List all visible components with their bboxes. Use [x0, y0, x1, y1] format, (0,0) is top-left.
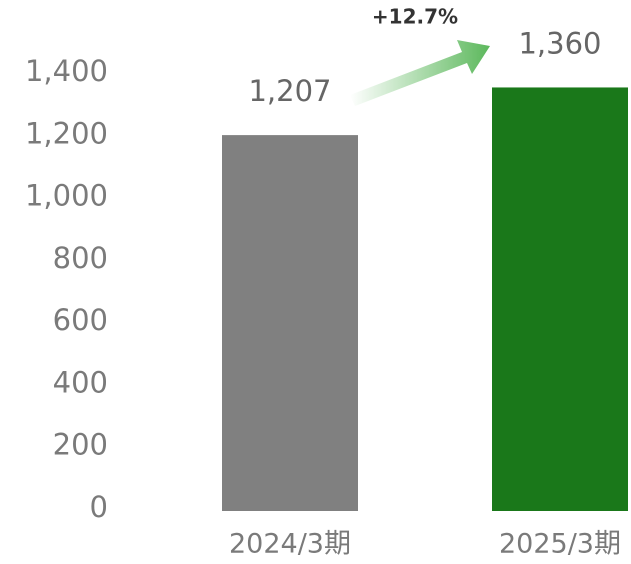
- y-tick-label: 1,200: [25, 116, 108, 150]
- bar: [492, 87, 628, 511]
- x-tick-label: 2025/3期: [499, 529, 621, 560]
- y-tick-label: 600: [53, 303, 108, 337]
- y-tick-label: 200: [53, 428, 108, 462]
- bar: [222, 135, 358, 511]
- value-label: 1,207: [248, 74, 331, 108]
- y-tick-label: 400: [53, 365, 108, 399]
- value-label: 1,360: [518, 26, 601, 60]
- growth-arrow: [350, 40, 490, 106]
- x-tick-label: 2024/3期: [229, 529, 351, 560]
- y-tick-label: 800: [53, 241, 108, 275]
- growth-annotation: +12.7%: [372, 5, 458, 29]
- y-tick-label: 0: [90, 490, 108, 524]
- y-tick-label: 1,400: [25, 54, 108, 88]
- y-tick-label: 1,000: [25, 179, 108, 213]
